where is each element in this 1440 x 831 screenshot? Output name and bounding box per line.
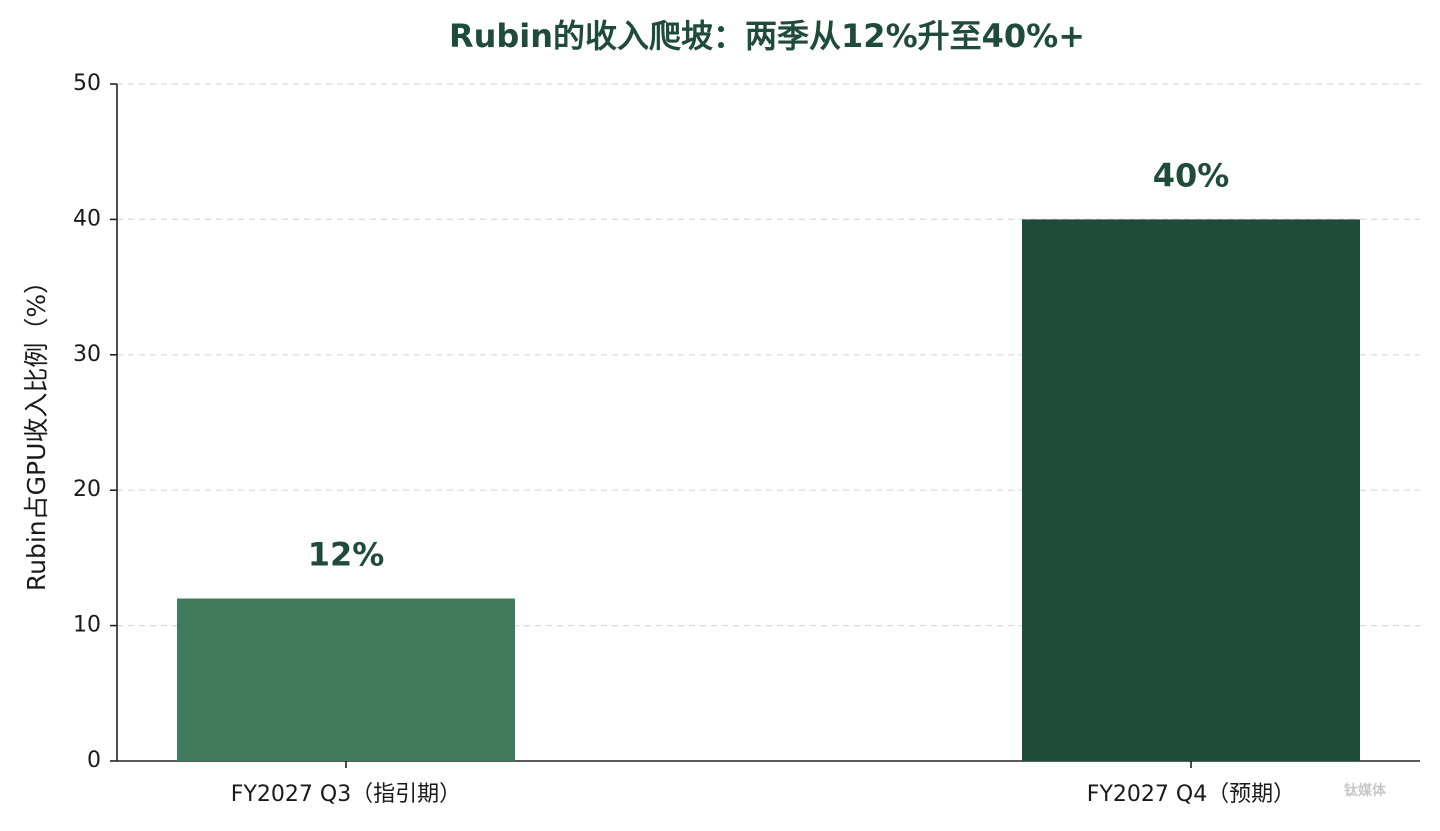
bar (176, 598, 515, 761)
bar (1022, 219, 1361, 761)
y-tick-label: 50 (73, 71, 101, 96)
x-tick-label: FY2027 Q4（预期） (1087, 782, 1295, 807)
y-tick-label: 0 (87, 748, 101, 773)
y-tick-label: 40 (73, 206, 101, 231)
data-label: 40% (1153, 156, 1230, 194)
y-tick-label: 10 (73, 613, 101, 638)
y-axis-label: Rubin占GPU收入比例（%） (22, 269, 51, 591)
y-tick-label: 20 (73, 477, 101, 502)
watermark: 钛媒体 (1344, 782, 1387, 799)
x-tick-label: FY2027 Q3（指引期） (231, 782, 461, 807)
chart-title: Rubin的收入爬坡：两季从12%升至40%+ (449, 17, 1085, 55)
y-tick-label: 30 (73, 342, 101, 367)
data-label: 12% (308, 536, 385, 574)
